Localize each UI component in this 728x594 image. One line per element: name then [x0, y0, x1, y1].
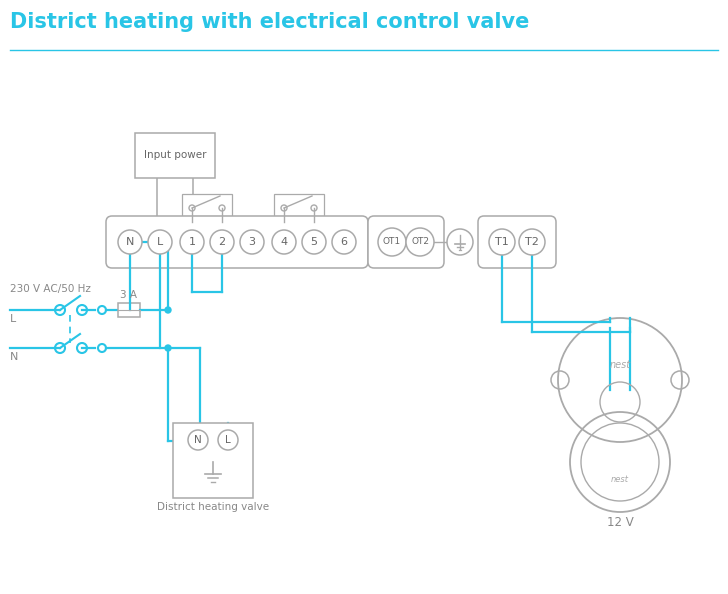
Circle shape [165, 345, 171, 351]
Text: T2: T2 [525, 237, 539, 247]
Circle shape [210, 230, 234, 254]
Text: 3: 3 [248, 237, 256, 247]
FancyBboxPatch shape [368, 216, 444, 268]
Text: 3 A: 3 A [120, 290, 137, 300]
Circle shape [165, 307, 171, 313]
Circle shape [240, 230, 264, 254]
Text: District heating with electrical control valve: District heating with electrical control… [10, 12, 529, 32]
Text: L: L [10, 314, 16, 324]
Circle shape [378, 228, 406, 256]
Text: OT2: OT2 [411, 238, 429, 247]
Text: 12 V: 12 V [606, 516, 633, 529]
Text: L: L [225, 435, 231, 445]
Text: 230 V AC/50 Hz: 230 V AC/50 Hz [10, 284, 91, 294]
Text: OT1: OT1 [383, 238, 401, 247]
Text: 4: 4 [280, 237, 288, 247]
Text: nest: nest [611, 476, 629, 485]
Circle shape [272, 230, 296, 254]
Text: District heating valve: District heating valve [157, 501, 269, 511]
Bar [118, 303, 140, 317]
FancyBboxPatch shape [274, 194, 324, 216]
FancyBboxPatch shape [478, 216, 556, 268]
Circle shape [447, 229, 473, 255]
Circle shape [332, 230, 356, 254]
Circle shape [148, 230, 172, 254]
FancyBboxPatch shape [135, 132, 215, 178]
Text: T1: T1 [495, 237, 509, 247]
Text: 2: 2 [218, 237, 226, 247]
Text: 6: 6 [341, 237, 347, 247]
Circle shape [180, 230, 204, 254]
Text: N: N [10, 352, 18, 362]
Text: N: N [194, 435, 202, 445]
FancyBboxPatch shape [173, 422, 253, 498]
Text: L: L [157, 237, 163, 247]
Circle shape [406, 228, 434, 256]
Text: nest: nest [609, 360, 630, 370]
Text: 5: 5 [311, 237, 317, 247]
Text: 1: 1 [189, 237, 196, 247]
Circle shape [118, 230, 142, 254]
Circle shape [188, 430, 208, 450]
FancyBboxPatch shape [182, 194, 232, 216]
Circle shape [489, 229, 515, 255]
Text: N: N [126, 237, 134, 247]
Circle shape [302, 230, 326, 254]
Circle shape [519, 229, 545, 255]
Text: Input power: Input power [143, 150, 206, 160]
Circle shape [218, 430, 238, 450]
FancyBboxPatch shape [106, 216, 368, 268]
